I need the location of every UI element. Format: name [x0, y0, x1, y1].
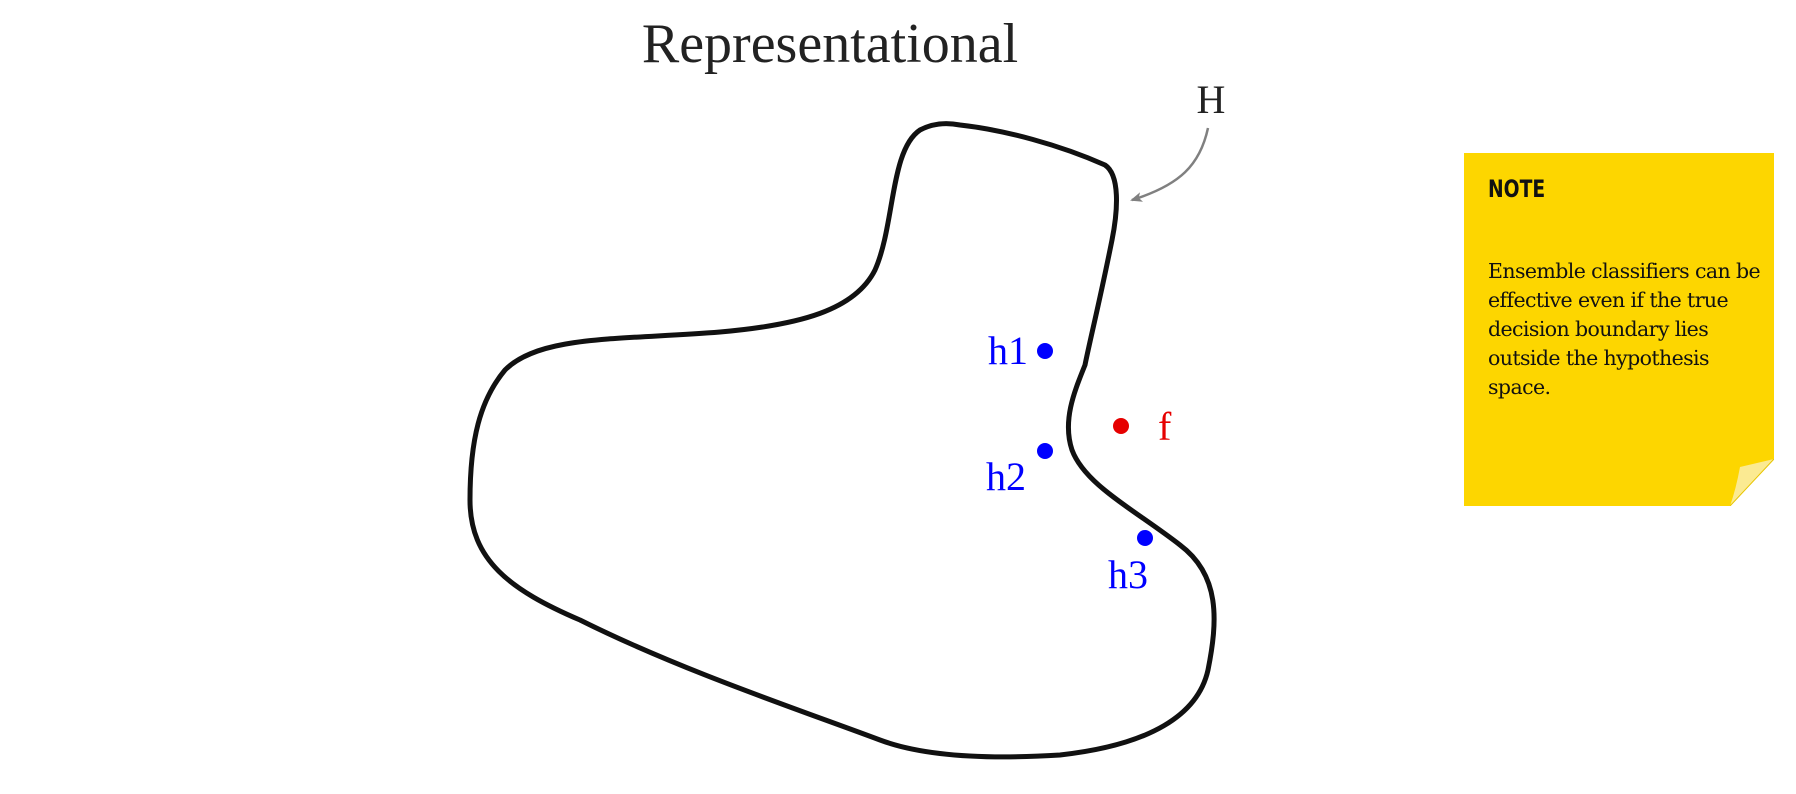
note-card: NOTE Ensemble classifiers can be effecti…: [1464, 153, 1774, 506]
hypothesis-h2-point: [1037, 443, 1053, 459]
hypothesis-h3-label: h3: [1108, 552, 1148, 597]
hypothesis-h3-point: [1137, 530, 1153, 546]
hypothesis-space-region: [467, 121, 1217, 760]
hypothesis-space-arrow: [1130, 127, 1210, 202]
hypothesis-h1-point: [1037, 343, 1053, 359]
note-heading: NOTE: [1488, 175, 1546, 203]
hypothesis-h1-label: h1: [988, 328, 1028, 373]
hypothesis-h2-label: h2: [986, 454, 1026, 499]
true-function-point: [1113, 418, 1129, 434]
hypothesis-space-label: H: [1197, 77, 1226, 122]
page-curl-icon: [1730, 459, 1774, 506]
diagram-title: Representational: [642, 13, 1018, 75]
true-function-label: f: [1158, 404, 1172, 449]
note-body: Ensemble classifiers can be effective ev…: [1488, 259, 1761, 399]
